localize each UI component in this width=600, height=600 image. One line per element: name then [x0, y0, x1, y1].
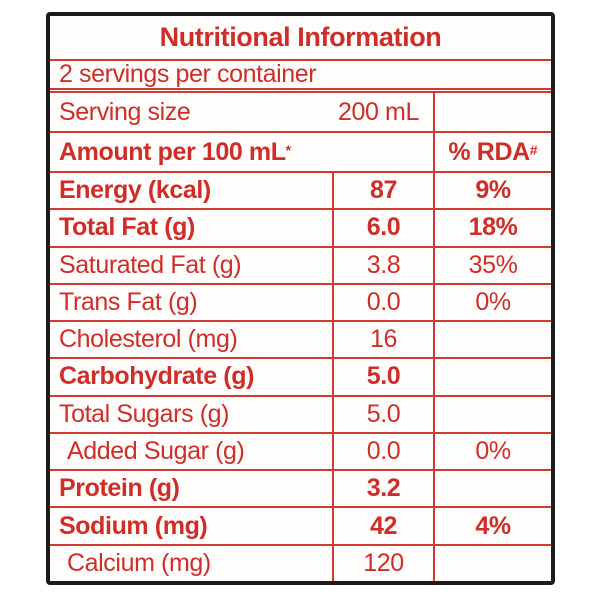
nutrient-amount: 3.8 [332, 247, 433, 283]
serving-size-row: Serving size 200 mL [50, 93, 551, 133]
nutrient-rda: 4% [433, 508, 551, 544]
nutrient-amount: 0.0 [332, 284, 433, 321]
nutrient-amount: 87 [332, 173, 433, 209]
table-row-protein: Protein (g) 3.2 [50, 471, 551, 509]
table-row-trans-fat: Trans Fat (g) 0.0 0% [50, 284, 551, 323]
nutrient-rda: 35% [433, 247, 551, 283]
label-title: Nutritional Information [159, 22, 442, 52]
nutrient-amount: 16 [332, 322, 433, 358]
table-row-sodium: Sodium (mg) 42 4% [50, 508, 551, 546]
serving-size-value: 200 mL [338, 97, 419, 126]
nutrient-amount: 120 [332, 545, 433, 581]
nutrient-rda: 0% [433, 433, 551, 470]
nutrient-amount: 0.0 [332, 433, 433, 470]
nutrient-rda: 9% [433, 173, 551, 209]
nutrient-rda [433, 545, 551, 581]
nutrient-amount: 42 [332, 508, 433, 544]
table-row-calcium: Calcium (mg) 120 [50, 545, 551, 581]
servings-per-container-text: 2 servings per container [59, 60, 317, 88]
nutrient-name: Total Sugars (g) [59, 399, 230, 428]
nutrition-label: Nutritional Information 2 servings per c… [46, 12, 555, 585]
nutrient-rda [433, 396, 551, 432]
table-row-saturated-fat: Saturated Fat (g) 3.8 35% [50, 247, 551, 285]
nutrient-name: Calcium (mg) [67, 548, 211, 577]
nutrient-rda: 18% [433, 210, 551, 246]
nutrient-rda [433, 322, 551, 358]
column-header-row: Amount per 100 mL * % RDA # [50, 133, 551, 173]
hash-note-marker: # [529, 142, 538, 158]
nutrient-name: Trans Fat (g) [59, 287, 198, 316]
amount-per-100ml-header: Amount per 100 mL * [50, 133, 433, 171]
table-row-added-sugar: Added Sugar (g) 0.0 0% [50, 433, 551, 472]
servings-row: 2 servings per container [50, 60, 551, 93]
nutrient-amount: 6.0 [332, 210, 433, 246]
nutrient-rda [433, 471, 551, 507]
nutrient-amount: 5.0 [332, 396, 433, 432]
nutrient-name: Carbohydrate (g) [59, 362, 255, 391]
table-row-total-fat: Total Fat (g) 6.0 18% [50, 210, 551, 248]
serving-size-cell: Serving size 200 mL [50, 93, 433, 131]
table-row-total-sugars: Total Sugars (g) 5.0 [50, 396, 551, 434]
nutrient-name: Energy (kcal) [59, 176, 211, 205]
nutrient-amount: 5.0 [332, 359, 433, 395]
table-row-energy: Energy (kcal) 87 9% [50, 173, 551, 211]
nutrient-amount: 3.2 [332, 471, 433, 507]
title-row: Nutritional Information [50, 16, 551, 61]
nutrient-name: Cholesterol (mg) [59, 325, 238, 354]
table-row-cholesterol: Cholesterol (mg) 16 [50, 322, 551, 360]
nutrient-name: Added Sugar (g) [67, 436, 245, 465]
serving-size-rda-empty-cell [433, 93, 551, 131]
nutrient-name: Protein (g) [59, 474, 180, 503]
serving-size-label: Serving size [59, 97, 191, 126]
nutrient-rda: 0% [433, 284, 551, 321]
table-row-carbohydrate: Carbohydrate (g) 5.0 [50, 359, 551, 397]
nutrient-name: Total Fat (g) [59, 213, 195, 242]
asterisk-note-marker: * [285, 142, 292, 158]
amount-header-text: Amount per 100 mL [59, 137, 286, 166]
rda-header-cell: % RDA # [433, 133, 551, 171]
nutrient-rda [433, 359, 551, 395]
rda-header-text: % RDA [448, 137, 530, 166]
nutrient-name: Sodium (mg) [59, 511, 208, 540]
nutrient-name: Saturated Fat (g) [59, 250, 242, 279]
